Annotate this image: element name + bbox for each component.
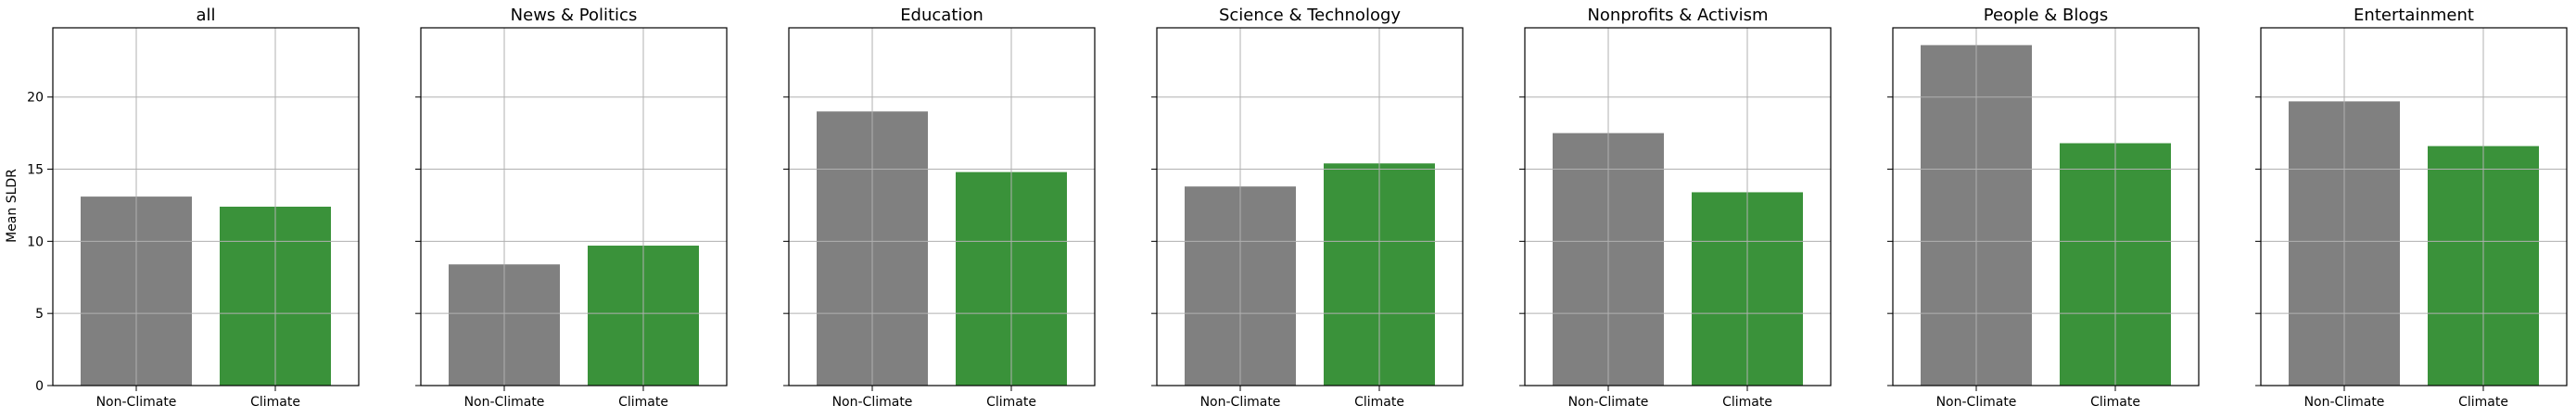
- axes-frame: [1156, 27, 1464, 386]
- chart-title: Science & Technology: [1219, 6, 1401, 25]
- y-tick-label: 20: [27, 91, 44, 106]
- x-tick-label: Non-Climate: [1200, 395, 1281, 410]
- chart-panel-3: Non-Climate Climate Education: [783, 6, 1096, 410]
- x-tick-label: Climate: [2458, 395, 2508, 410]
- x-tick-label: Non-Climate: [2304, 395, 2385, 410]
- chart-title: all: [196, 6, 215, 25]
- axes-frame: [52, 27, 360, 386]
- y-tick-label: 15: [27, 163, 44, 178]
- x-tick-label: Climate: [250, 395, 300, 410]
- axes-frame: [788, 27, 1096, 386]
- x-tick-label: Non-Climate: [96, 395, 177, 410]
- x-tick-label: Climate: [1722, 395, 1772, 410]
- x-tick-label: Non-Climate: [832, 395, 913, 410]
- chart-panel-2: Non-Climate Climate News & Politics: [415, 6, 728, 410]
- chart-panel-1: 0 5 10 15 20 Non-Climate Climate all: [27, 6, 360, 410]
- chart-title: People & Blogs: [1984, 6, 2108, 25]
- axes-frame: [1892, 27, 2200, 386]
- axes-frame: [1524, 27, 1832, 386]
- chart-panel-5: Non-Climate Climate Nonprofits & Activism: [1519, 6, 1832, 410]
- x-tick-label: Non-Climate: [1568, 395, 1649, 410]
- axes-frame: [2260, 27, 2568, 386]
- y-tick-label: 0: [35, 379, 44, 394]
- x-tick-label: Non-Climate: [1936, 395, 2017, 410]
- chart-panel-6: Non-Climate Climate People & Blogs: [1887, 6, 2200, 410]
- x-tick-label: Climate: [986, 395, 1036, 410]
- x-tick-label: Non-Climate: [464, 395, 545, 410]
- x-tick-label: Climate: [1354, 395, 1404, 410]
- y-tick-label: 10: [27, 234, 44, 249]
- chart-panels: 0 5 10 15 20 Non-Climate Climate all Non-Climate…: [27, 6, 2568, 410]
- x-tick-label: Climate: [618, 395, 668, 410]
- chart-title: Nonprofits & Activism: [1587, 6, 1768, 25]
- y-axis-label: Mean SLDR: [5, 169, 19, 243]
- chart-title: News & Politics: [511, 6, 638, 25]
- chart-panel-4: Non-Climate Climate Science & Technology: [1151, 6, 1464, 410]
- axes-frame: [420, 27, 728, 386]
- x-tick-label: Climate: [2090, 395, 2140, 410]
- y-tick-label: 5: [35, 307, 44, 322]
- chart-title: Education: [900, 6, 983, 25]
- chart-panel-7: Non-Climate Climate Entertainment: [2255, 6, 2568, 410]
- chart-title: Entertainment: [2354, 6, 2474, 25]
